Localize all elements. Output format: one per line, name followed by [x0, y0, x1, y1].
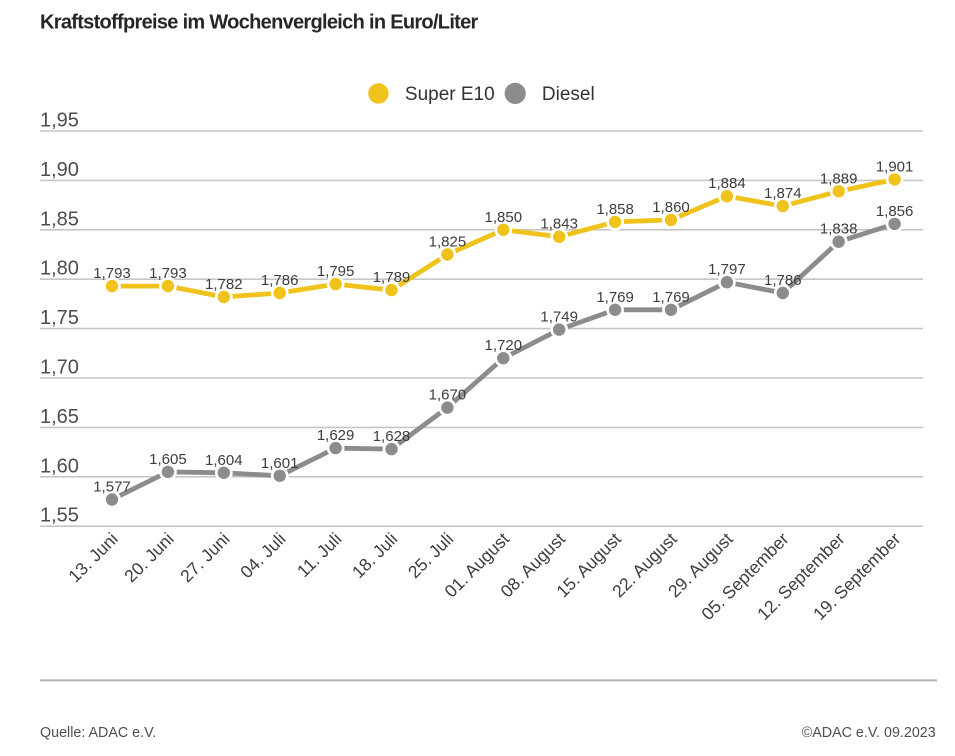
svg-text:1,793: 1,793: [93, 265, 131, 282]
svg-text:1,604: 1,604: [205, 452, 243, 469]
svg-text:1,65: 1,65: [40, 406, 79, 428]
svg-text:1,95: 1,95: [40, 110, 79, 132]
svg-text:1,628: 1,628: [373, 428, 411, 445]
svg-text:1,858: 1,858: [596, 201, 634, 218]
svg-text:Super E10: Super E10: [405, 84, 495, 105]
svg-text:1,789: 1,789: [373, 269, 411, 286]
svg-text:1,901: 1,901: [876, 158, 914, 175]
svg-text:1,797: 1,797: [708, 261, 746, 278]
svg-text:1,860: 1,860: [652, 199, 690, 216]
svg-text:©ADAC e.V. 09.2023: ©ADAC e.V. 09.2023: [802, 725, 936, 741]
svg-text:1,577: 1,577: [93, 479, 131, 496]
svg-text:1,605: 1,605: [149, 451, 187, 468]
svg-text:1,720: 1,720: [485, 337, 523, 354]
svg-text:1,90: 1,90: [40, 159, 79, 181]
svg-text:1,629: 1,629: [317, 427, 355, 444]
svg-text:1,874: 1,874: [764, 185, 802, 202]
svg-text:1,825: 1,825: [429, 234, 467, 251]
svg-text:1,850: 1,850: [485, 209, 523, 226]
svg-text:1,782: 1,782: [205, 276, 243, 293]
svg-text:1,795: 1,795: [317, 263, 355, 280]
svg-text:1,843: 1,843: [540, 216, 578, 233]
svg-text:Kraftstoffpreise im Wochenverg: Kraftstoffpreise im Wochenvergleich in E…: [40, 12, 479, 34]
svg-text:1,670: 1,670: [429, 387, 467, 404]
svg-text:1,786: 1,786: [764, 272, 802, 289]
svg-text:1,85: 1,85: [40, 208, 79, 230]
svg-text:1,601: 1,601: [261, 455, 299, 472]
svg-text:1,769: 1,769: [652, 289, 690, 306]
svg-text:1,838: 1,838: [820, 221, 858, 238]
svg-text:1,75: 1,75: [40, 307, 79, 329]
svg-text:1,793: 1,793: [149, 265, 187, 282]
svg-text:1,786: 1,786: [261, 272, 299, 289]
svg-text:1,884: 1,884: [708, 175, 746, 192]
svg-text:Diesel: Diesel: [542, 84, 595, 105]
svg-text:1,769: 1,769: [596, 289, 634, 306]
svg-text:1,856: 1,856: [876, 203, 914, 220]
svg-text:1,55: 1,55: [40, 505, 79, 527]
svg-text:1,889: 1,889: [820, 170, 858, 187]
svg-text:1,70: 1,70: [40, 357, 79, 379]
svg-text:Quelle: ADAC e.V.: Quelle: ADAC e.V.: [40, 725, 156, 741]
svg-text:1,80: 1,80: [40, 258, 79, 280]
svg-text:1,749: 1,749: [540, 309, 578, 326]
svg-text:1,60: 1,60: [40, 455, 79, 477]
